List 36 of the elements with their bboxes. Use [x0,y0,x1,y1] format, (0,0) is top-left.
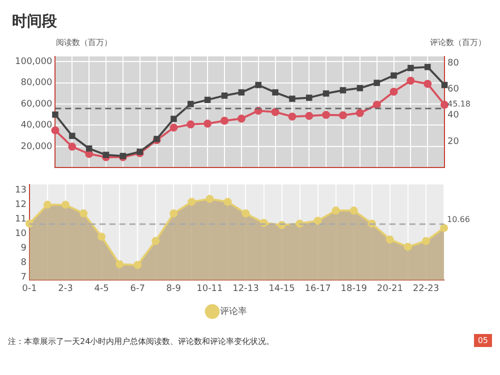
y2-axis-title: 评论数（百万） [430,37,486,48]
y-tick-label: 13 [15,186,26,196]
x-tick-label: 2-3 [58,284,73,294]
ref-line-label: 10.66 [447,215,470,224]
y-tick-label: 8 [20,258,27,268]
y-tick-label: 60,000 [20,99,52,110]
y2-tick-label: 80 [448,58,460,68]
x-tick-label: 0-1 [22,284,37,294]
text: 注：本章展示了一天24小时内用户总体阅读数、评论数和评论率变化状况。 [8,336,274,347]
y-axis-title: 阅读数（百万） [56,37,112,48]
x-tick-label: 14-15 [268,284,295,294]
chart-title: 时间段 [11,11,58,32]
ref-line-label: 45.18 [448,100,470,109]
x-tick-label: 10-11 [196,284,223,294]
y-tick-label: 20,000 [20,142,52,152]
x-tick-label: 16-17 [304,284,331,294]
x-tick-label: 4-5 [94,284,109,294]
text: 05 [474,334,492,347]
y2-tick-label: 40 [448,110,460,121]
y-tick-label: 11 [15,214,26,225]
y2-tick-label: 20 [448,136,460,147]
y-tick-label: 7 [20,272,26,283]
y-tick-label: 40,000 [20,120,52,131]
y-tick-label: 80,000 [20,78,52,88]
y-tick-label: 9 [20,244,27,254]
x-tick-label: 12-13 [232,284,259,294]
y-tick-label: 10 [15,229,27,240]
x-tick-label: 20-21 [376,284,404,294]
x-tick-label: 18-19 [340,284,368,294]
y-tick-label: 100,000 [15,57,52,68]
x-tick-label: 8-9 [166,284,182,294]
x-tick-label: 6-7 [130,284,145,294]
y2-tick-label: 60 [448,84,460,94]
x-tick-label: 22-23 [412,284,440,294]
legend-label: 评论率 [220,306,247,317]
y-tick-label: 12 [15,200,26,210]
